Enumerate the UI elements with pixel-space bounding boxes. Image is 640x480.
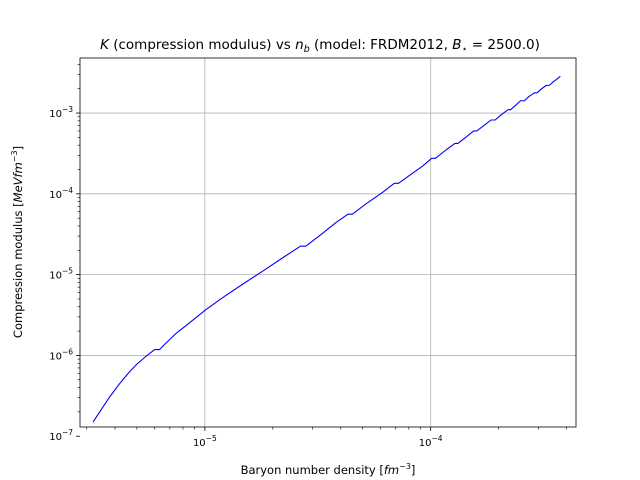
x-tick-label: 10−5: [193, 434, 217, 449]
series-line-0: [92, 75, 561, 423]
chart-title: K (compression modulus) vs nb (model: FR…: [100, 37, 540, 55]
grid-layer: [80, 58, 576, 427]
y-tick-label: 10−7: [49, 428, 73, 443]
x-axis-label: Baryon number density [fm−3]: [241, 462, 416, 477]
y-tick-label: 10−3: [49, 105, 73, 120]
plot-frame: [79, 57, 577, 428]
y-tick-label: 10−4: [49, 186, 73, 201]
y-tick-label: 10−5: [49, 267, 73, 282]
y-tick-label: 10−6: [49, 347, 73, 362]
series-layer: [92, 75, 561, 423]
x-tick-label: 10−4: [419, 434, 443, 449]
y-axis-label: Compression modulus [MeVfm−3]: [10, 146, 25, 338]
tick-layer: 10−5 10−4 10−7 10−6 10−5 10−4 10−3: [49, 64, 567, 449]
